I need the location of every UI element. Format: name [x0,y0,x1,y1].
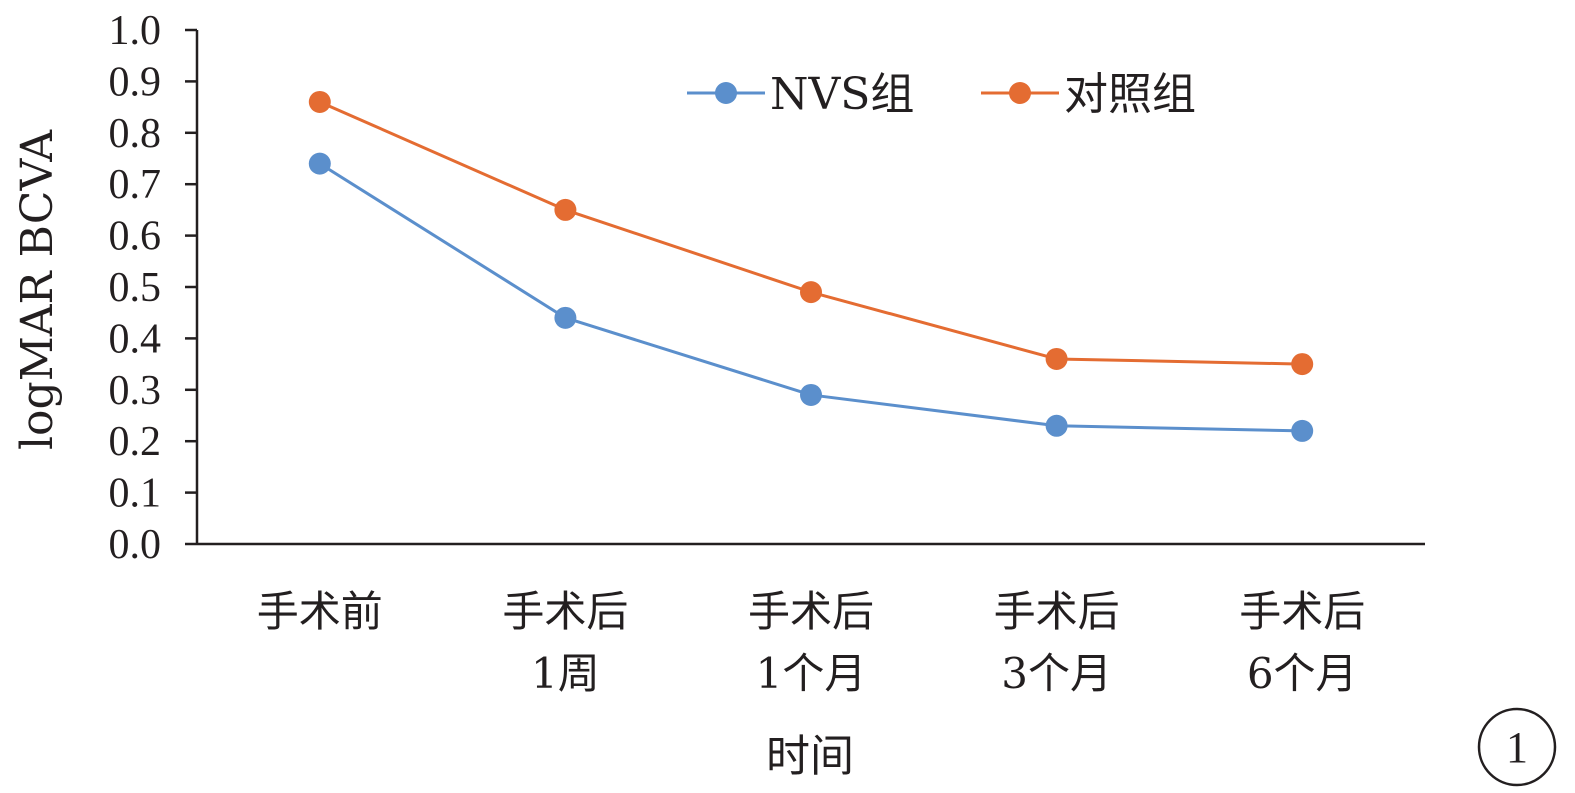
data-point [308,90,331,113]
y-tick-label: 0.2 [109,419,162,465]
panel-number: 1 [1477,707,1557,787]
x-axis-title: 时间 [766,731,854,782]
y-tick-label: 0.5 [109,265,162,311]
y-tick-label: 0.0 [109,522,162,568]
y-tick-label: 1.0 [109,8,162,54]
legend-item: NVS组 [687,69,914,120]
x-category-label: 手术后 [994,587,1120,636]
x-category-label: 手术后 [748,587,874,636]
x-axis: 手术前 手术后 1周 手术后 1个月 手术后 3个月 手术后 6个月 [197,542,1425,698]
series-2 [308,90,1314,376]
series-layer [308,90,1314,442]
y-tick-label: 0.3 [109,368,162,414]
legend: NVS组 对照组 [687,69,1196,120]
x-category-label: 手术前 [257,587,383,636]
y-axis-title: logMAR BCVA [12,129,63,450]
panel-number-text: 1 [1506,723,1528,772]
x-category-label: 6个月 [1247,649,1358,698]
x-category-label: 1个月 [756,649,867,698]
data-point [1291,353,1314,376]
y-tick-label: 0.8 [109,111,162,157]
x-category-label: 手术后 [1239,587,1365,636]
x-category-label: 1周 [531,649,600,698]
series-line [319,100,1303,366]
x-category-label: 手术后 [502,587,628,636]
y-axis: 0.0 0.1 0.2 0.3 0.4 0.5 0.6 0.7 0.8 0.9 1.0 [109,8,199,568]
panel-number-circle [1477,707,1557,787]
data-point [1045,414,1068,437]
data-point [800,281,822,304]
series-1 [308,152,1314,442]
legend-label: NVS组 [770,69,914,120]
y-tick-label: 0.9 [109,59,162,105]
data-point [1045,347,1068,370]
y-tick-label: 0.7 [109,162,162,208]
legend-marker [1009,82,1031,104]
data-point [1291,419,1314,442]
legend-marker [715,82,737,104]
y-tick-label: 0.6 [109,214,162,260]
legend-item: 对照组 [981,69,1196,120]
data-point [800,383,822,406]
y-tick-label: 0.1 [109,471,162,517]
data-point [308,152,331,175]
data-point [554,306,577,329]
legend-label: 对照组 [1064,69,1196,120]
data-point [554,198,577,221]
y-tick-label: 0.4 [109,316,162,362]
x-category-label: 3个月 [1001,649,1112,698]
